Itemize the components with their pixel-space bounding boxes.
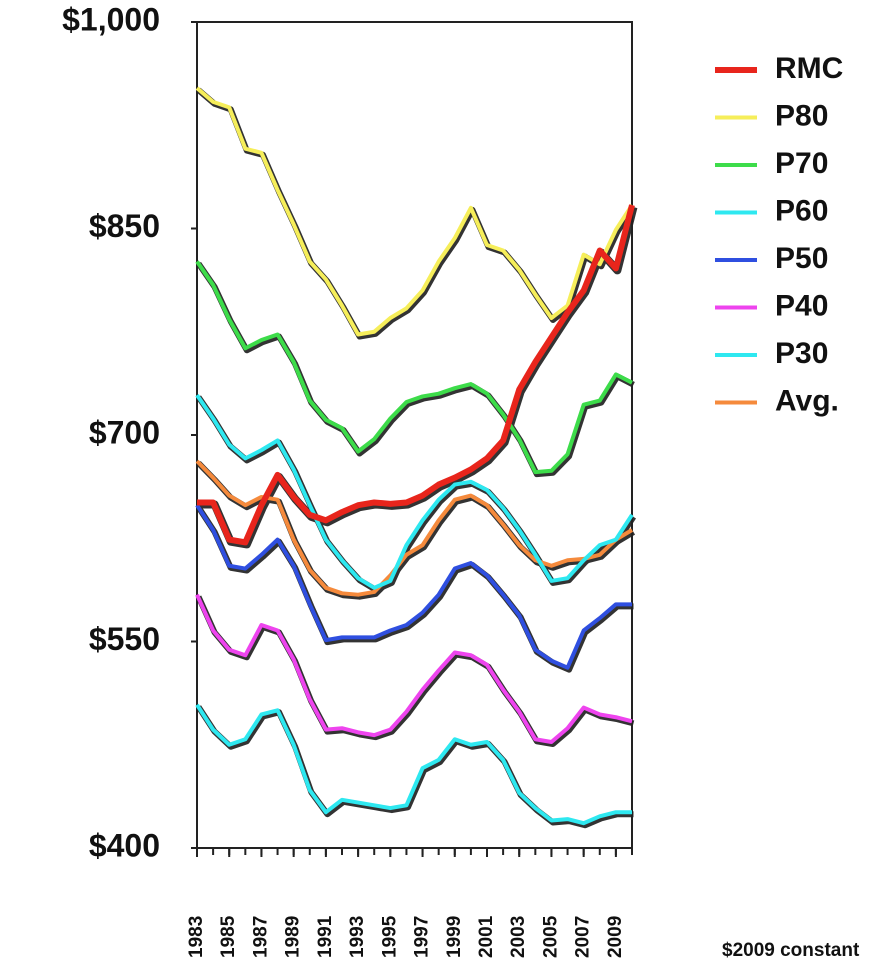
x-tick-label: 2001 xyxy=(476,915,497,958)
legend-label: P40 xyxy=(775,289,828,322)
line-shadow xyxy=(198,206,638,549)
x-tick-label: 1999 xyxy=(444,916,465,958)
x-tick-label: 2005 xyxy=(540,915,561,958)
footnote: $2009 constant xyxy=(722,940,860,961)
line xyxy=(195,703,632,826)
x-tick-label: 2003 xyxy=(508,916,529,958)
y-tick-label: $400 xyxy=(89,827,160,863)
line xyxy=(195,504,632,670)
y-tick-label: $850 xyxy=(89,208,160,244)
legend-label: P80 xyxy=(775,99,828,132)
x-tick-label: 2009 xyxy=(605,916,626,958)
x-tick-label: 1993 xyxy=(347,916,368,958)
x-tick-label: 2007 xyxy=(573,916,594,958)
legend-label: P50 xyxy=(775,242,828,275)
line xyxy=(195,260,633,475)
x-tick-label: 1997 xyxy=(412,916,433,958)
plot-frame xyxy=(196,21,633,849)
x-tick-label: 1985 xyxy=(218,915,239,958)
line xyxy=(195,593,633,744)
x-tick-label: 1989 xyxy=(283,916,304,958)
legend-label: Avg. xyxy=(775,384,839,417)
legend-label: P70 xyxy=(775,147,828,180)
legend-label: P30 xyxy=(775,337,828,370)
y-tick-label: $700 xyxy=(89,414,160,450)
x-tick-label: 1991 xyxy=(315,915,336,958)
x-tick-label: 1995 xyxy=(379,915,400,958)
legend-label: P60 xyxy=(775,194,828,227)
line-shadow xyxy=(195,705,634,829)
x-tick-label: 1983 xyxy=(186,916,207,958)
line-shadow xyxy=(196,261,635,478)
legend-label: RMC xyxy=(775,52,843,85)
line xyxy=(197,204,635,546)
line-shadow xyxy=(196,395,637,593)
x-tick-label: 1987 xyxy=(250,916,271,958)
line xyxy=(195,86,634,337)
line xyxy=(195,459,634,597)
line xyxy=(195,393,634,590)
y-tick-label: $550 xyxy=(89,621,160,657)
y-tick-label: $1,000 xyxy=(62,1,160,37)
